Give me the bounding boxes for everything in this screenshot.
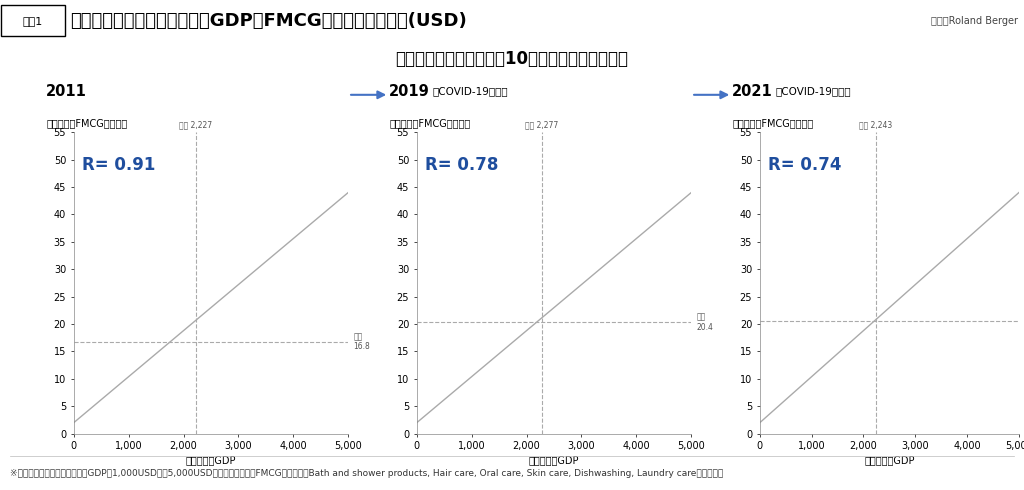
Text: 平均
16.8: 平均 16.8 <box>353 332 371 351</box>
Text: （COVID-19以降）: （COVID-19以降） <box>775 86 851 97</box>
Text: 新興国における一人当たりのGDPとFMCG市場規模の関係性(USD): 新興国における一人当たりのGDPとFMCG市場規模の関係性(USD) <box>70 12 466 30</box>
Text: 平均
20.4: 平均 20.4 <box>696 312 714 332</box>
Text: 一人当たりFMCG市場規模: 一人当たりFMCG市場規模 <box>46 119 127 128</box>
Text: 平均 2,277: 平均 2,277 <box>525 121 558 129</box>
FancyBboxPatch shape <box>1 5 65 36</box>
Text: 図表1: 図表1 <box>23 16 43 26</box>
Text: 一人当たりFMCG市場規模: 一人当たりFMCG市場規模 <box>389 119 470 128</box>
X-axis label: 一人当たりGDP: 一人当たりGDP <box>528 456 580 466</box>
Text: R= 0.74: R= 0.74 <box>768 156 841 174</box>
Text: 2021: 2021 <box>732 84 773 99</box>
Text: 2019: 2019 <box>389 84 430 99</box>
X-axis label: 一人当たりGDP: 一人当たりGDP <box>185 456 237 466</box>
X-axis label: 一人当たりGDP: 一人当たりGDP <box>864 456 914 466</box>
Text: 出所：Roland Berger: 出所：Roland Berger <box>931 16 1018 26</box>
Text: 一人当たりFMCG市場規模: 一人当たりFMCG市場規模 <box>732 119 813 128</box>
Text: ※新興国は各年毎に一人当たりGDPが1,000USD以上5,000USD未満の国を抽出。FMCG市場規模はBath and shower products, H: ※新興国は各年毎に一人当たりGDPが1,000USD以上5,000USD未満の国… <box>10 469 724 478</box>
Text: 平均 2,227: 平均 2,227 <box>179 121 213 129</box>
Text: R= 0.91: R= 0.91 <box>82 156 156 174</box>
Text: 両者の相関関係は、ここ10年程で弱くなっている: 両者の相関関係は、ここ10年程で弱くなっている <box>395 50 629 68</box>
Text: （COVID-19以前）: （COVID-19以前） <box>432 86 508 97</box>
Text: 2011: 2011 <box>46 84 87 99</box>
Text: 平均 2,243: 平均 2,243 <box>859 121 893 129</box>
Text: R= 0.78: R= 0.78 <box>425 156 499 174</box>
